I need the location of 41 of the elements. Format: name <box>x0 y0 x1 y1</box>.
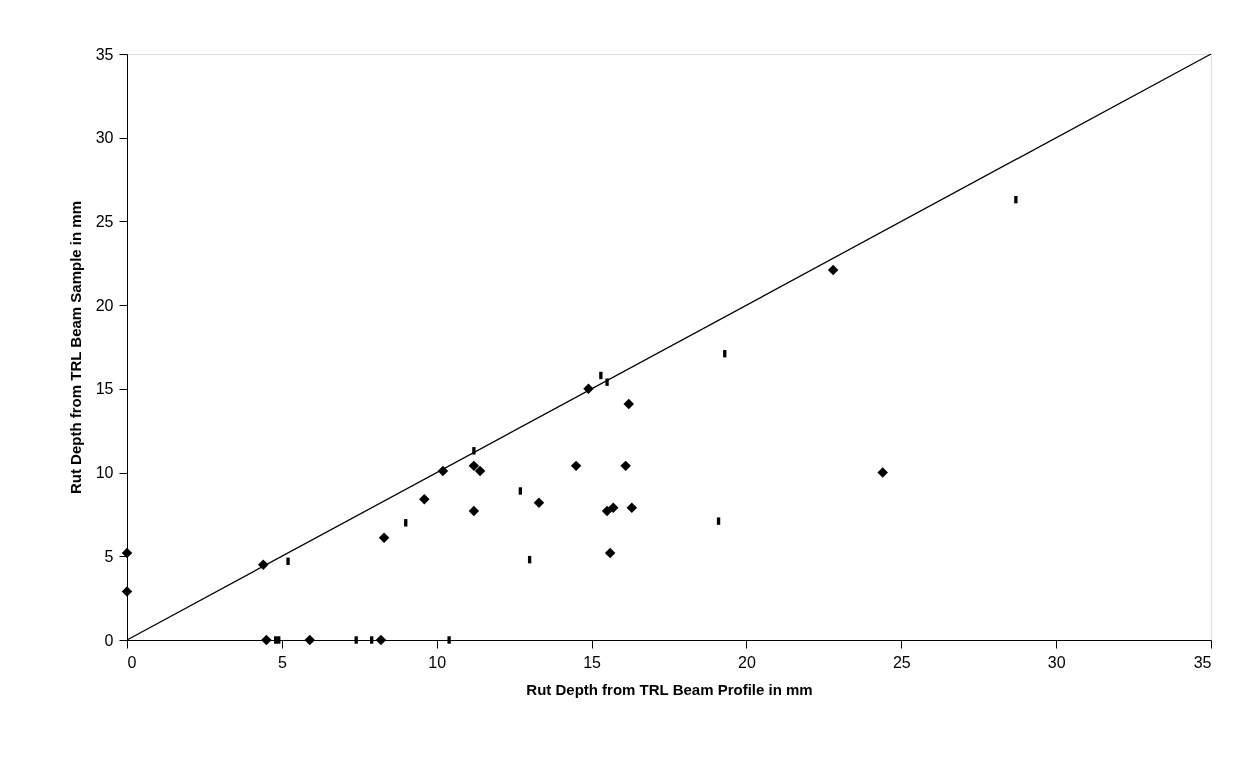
point <box>623 398 634 410</box>
point <box>827 264 839 276</box>
point <box>583 383 594 395</box>
x-tick-label: 10 <box>428 653 447 671</box>
x-tick-label: 25 <box>892 653 911 671</box>
point <box>261 634 272 646</box>
point <box>121 547 133 559</box>
point <box>533 497 545 508</box>
point <box>304 634 315 646</box>
point <box>626 502 638 513</box>
point <box>375 634 387 646</box>
y-tick-label: 0 <box>104 631 114 649</box>
x-tick-label: 35 <box>1193 653 1212 671</box>
point <box>121 586 133 597</box>
point <box>468 505 480 517</box>
y-tick-label: 15 <box>95 380 114 398</box>
y-tick-label: 30 <box>95 129 114 147</box>
point <box>604 547 616 559</box>
point <box>570 460 582 472</box>
x-tick-label: 15 <box>583 653 602 671</box>
y-tick-label: 5 <box>104 547 114 565</box>
x-axis-title: Rut Depth from TRL Beam Profile in mm <box>526 680 813 698</box>
point <box>608 502 619 513</box>
point <box>468 460 480 472</box>
x-tick-label: 20 <box>738 653 756 671</box>
y-axis-title: Rut Depth from TRL Beam Sample in mm <box>66 200 84 495</box>
point <box>419 494 430 505</box>
x-tick-label: 0 <box>127 653 137 671</box>
point <box>877 467 888 478</box>
y-tick-label: 20 <box>95 296 114 314</box>
point <box>378 532 390 544</box>
point <box>474 465 486 477</box>
y-tick-label: 25 <box>95 212 114 230</box>
x-tick-label: 30 <box>1047 653 1066 671</box>
point <box>437 465 449 477</box>
y-tick-label: 10 <box>95 464 114 482</box>
y-tick-label: 35 <box>95 45 114 63</box>
x-tick-label: 5 <box>277 653 287 671</box>
point <box>620 460 631 472</box>
point <box>258 559 269 570</box>
point <box>601 505 613 517</box>
